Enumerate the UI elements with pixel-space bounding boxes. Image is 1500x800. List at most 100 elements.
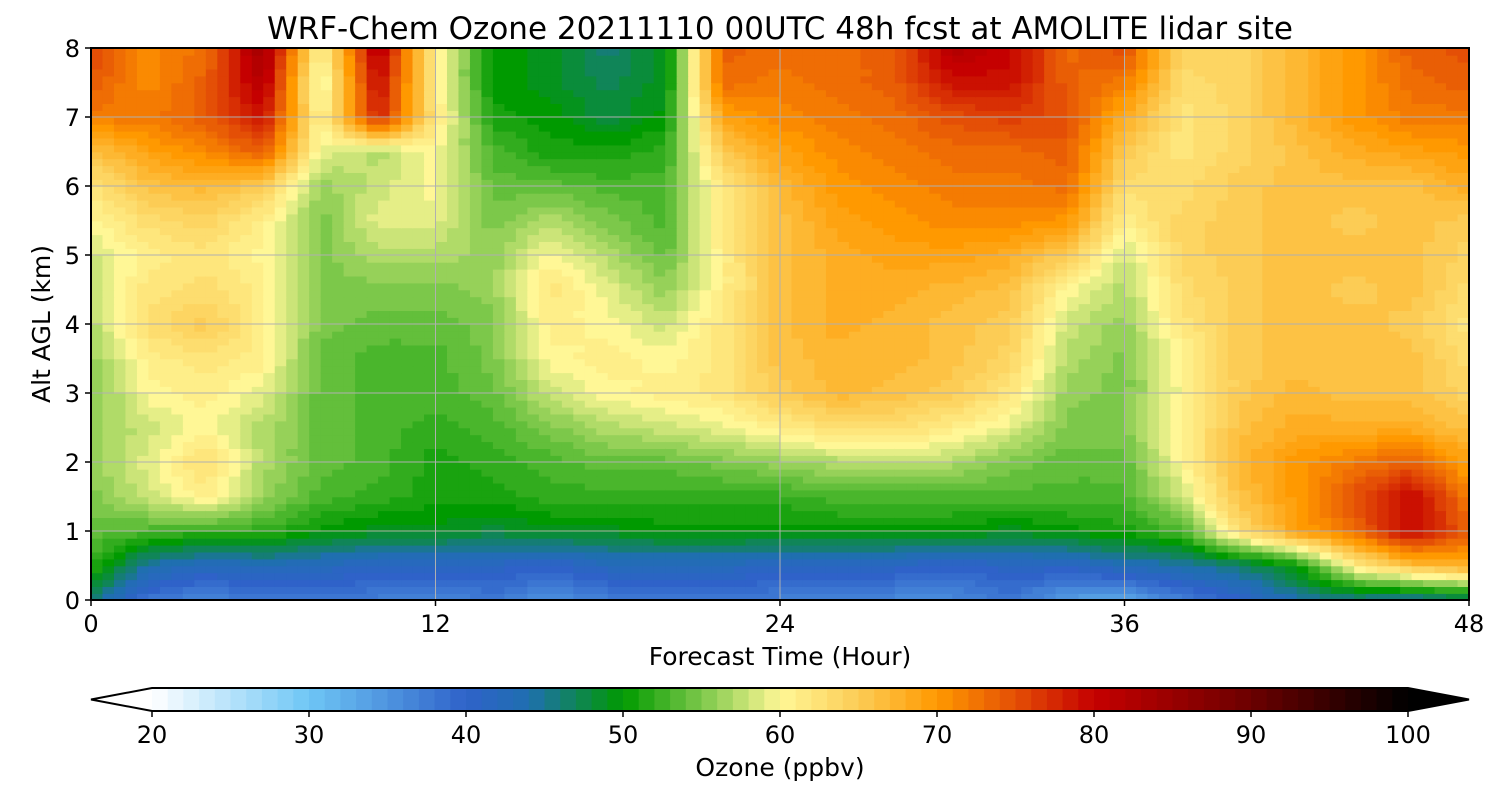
ozone-cell <box>1227 489 1241 498</box>
ozone-cell <box>286 289 299 298</box>
ozone-cell <box>837 427 850 436</box>
ozone-cell <box>492 517 506 525</box>
ozone-cell <box>136 496 150 505</box>
ozone-cell <box>1032 399 1045 408</box>
ozone-cell <box>171 448 184 456</box>
ozone-cell <box>734 413 747 422</box>
ozone-cell <box>711 434 724 443</box>
ozone-cell <box>538 517 552 525</box>
ozone-cell <box>240 593 253 600</box>
ozone-cell <box>1250 448 1264 456</box>
ozone-cell <box>1181 503 1195 512</box>
ozone-cell <box>1400 503 1413 512</box>
ozone-cell <box>1446 324 1459 332</box>
ozone-cell <box>182 489 196 498</box>
ozone-cell <box>1032 448 1045 456</box>
ozone-cell <box>1078 558 1091 567</box>
ozone-cell <box>263 330 276 339</box>
ozone-cell <box>125 372 138 380</box>
ozone-cell <box>1262 517 1275 525</box>
ozone-cell <box>1239 330 1252 339</box>
ozone-cell <box>1113 462 1126 470</box>
ozone-cell <box>274 379 288 387</box>
ozone-cell <box>986 572 999 581</box>
ozone-cell <box>780 517 793 525</box>
ozone-cell <box>136 572 150 581</box>
ozone-cell <box>607 551 621 560</box>
ozone-cell <box>125 344 138 353</box>
ozone-cell <box>894 330 908 339</box>
ozone-cell <box>228 427 242 436</box>
ozone-cell <box>1078 510 1091 518</box>
ozone-cell <box>113 296 127 305</box>
ozone-cell <box>538 489 552 498</box>
ozone-cell <box>1135 324 1149 332</box>
ozone-cell <box>688 330 701 339</box>
ozone-cell <box>1032 379 1045 387</box>
ozone-cell <box>676 503 689 512</box>
ozone-cell <box>596 524 609 532</box>
ozone-cell <box>1216 427 1229 436</box>
ozone-cell <box>688 441 701 449</box>
ozone-cell <box>1101 468 1114 477</box>
ozone-cell <box>550 503 563 512</box>
ozone-cell <box>102 344 115 353</box>
ozone-cell <box>1044 482 1057 491</box>
ozone-cell <box>1239 537 1252 546</box>
ozone-cell <box>401 455 414 463</box>
ozone-cell <box>665 420 678 429</box>
ozone-cell <box>527 475 540 484</box>
ozone-cell <box>446 310 460 318</box>
ozone-cell <box>469 475 483 484</box>
ozone-cell <box>171 434 184 443</box>
ozone-cell <box>837 462 850 470</box>
ozone-cell <box>492 330 506 339</box>
ozone-cell <box>1227 413 1241 422</box>
ozone-cell <box>1204 544 1218 553</box>
ozone-cell <box>1204 441 1218 449</box>
ozone-cell <box>343 296 356 305</box>
ozone-cell <box>343 448 356 456</box>
ozone-cell <box>1319 503 1332 512</box>
ozone-cell <box>1308 379 1321 387</box>
ozone-cell <box>929 365 942 374</box>
ozone-cell <box>136 475 150 484</box>
ozone-cell <box>1354 531 1367 539</box>
ozone-cell <box>584 531 598 539</box>
ozone-cell <box>561 586 575 594</box>
ozone-cell <box>791 406 804 415</box>
ozone-cell <box>332 317 345 325</box>
ozone-cell <box>986 531 999 539</box>
ozone-cell <box>412 462 425 470</box>
ozone-cell <box>320 558 333 567</box>
ozone-cell <box>871 531 885 539</box>
ozone-cell <box>1216 413 1229 422</box>
ozone-cell <box>630 572 643 581</box>
ozone-cell <box>194 586 207 594</box>
ozone-cell <box>251 379 265 387</box>
ozone-cell <box>355 524 368 532</box>
ozone-cell <box>848 337 862 346</box>
ozone-cell <box>527 303 540 311</box>
ozone-cell <box>159 379 173 387</box>
ozone-cell <box>435 413 448 422</box>
ozone-cell <box>527 510 540 518</box>
ozone-cell <box>297 524 310 532</box>
ozone-cell <box>1285 455 1298 463</box>
ozone-cell <box>217 330 230 339</box>
ozone-cell <box>125 386 138 394</box>
ozone-cell <box>906 420 919 429</box>
ozone-cell <box>194 462 207 470</box>
ozone-cell <box>125 496 138 505</box>
ozone-cell <box>492 393 506 401</box>
ozone-cell <box>343 324 356 332</box>
ozone-cell <box>561 455 575 463</box>
ozone-cell <box>642 510 655 518</box>
ozone-cell <box>401 434 414 443</box>
ozone-cell <box>780 544 793 553</box>
ozone-cell <box>194 531 207 539</box>
ozone-cell <box>1135 330 1149 339</box>
ozone-cell <box>1354 372 1367 380</box>
ozone-cell <box>745 544 758 553</box>
ozone-cell <box>1354 413 1367 422</box>
